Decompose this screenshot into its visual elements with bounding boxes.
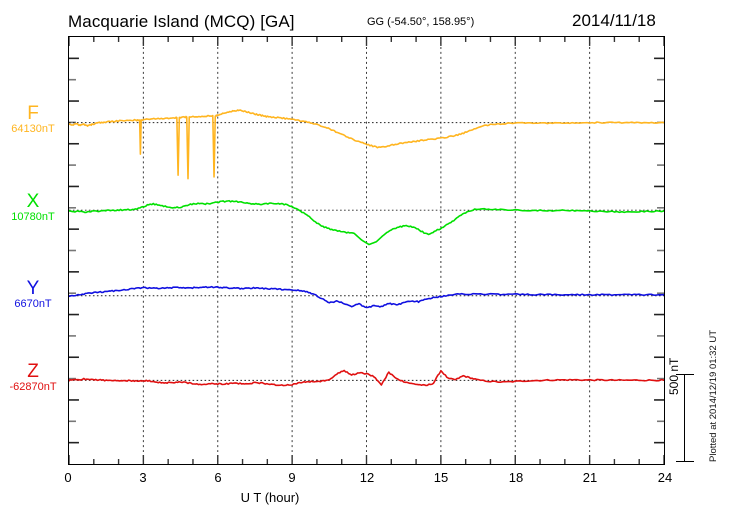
- component-label-f: F 64130nT: [2, 104, 64, 136]
- x-tick-0: 0: [64, 470, 72, 485]
- page-title: Macquarie Island (MCQ) [GA]: [68, 12, 295, 31]
- component-baseline-x: 10780nT: [11, 211, 55, 223]
- component-baseline-z: -62870nT: [9, 381, 57, 393]
- x-axis-title: U T (hour): [0, 490, 730, 505]
- trace-y: [69, 285, 664, 309]
- trace-z: [69, 369, 664, 387]
- x-tick-3: 3: [139, 470, 147, 485]
- trace-x: [69, 199, 664, 246]
- x-tick-12: 12: [359, 470, 375, 485]
- scale-bar: [676, 374, 694, 462]
- component-symbol-z: Z: [27, 361, 39, 382]
- scale-bar-line: [684, 374, 686, 462]
- trace-f: [69, 109, 664, 180]
- scale-bar-cap-top: [676, 374, 694, 376]
- geographic-coordinates: GG (-54.50°, 158.95°): [367, 16, 475, 28]
- x-tick-6: 6: [214, 470, 222, 485]
- x-tick-9: 9: [288, 470, 296, 485]
- component-label-z: Z -62870nT: [2, 362, 64, 394]
- plotted-at-timestamp: Plotted at 2014/12/19 01:32 UT: [708, 329, 719, 462]
- x-axis-title-text: U T (hour): [240, 490, 300, 505]
- component-baseline-f: 64130nT: [11, 123, 55, 135]
- x-tick-24: 24: [657, 470, 673, 485]
- x-tick-21: 21: [582, 470, 598, 485]
- component-baseline-y: 6670nT: [14, 298, 52, 310]
- x-tick-15: 15: [433, 470, 449, 485]
- component-label-y: Y 6670nT: [2, 279, 64, 311]
- plot-frame: [68, 36, 665, 465]
- magnetogram-plot: [69, 37, 664, 464]
- component-symbol-y: Y: [26, 278, 40, 299]
- component-symbol-x: X: [26, 191, 40, 212]
- component-label-x: X 10780nT: [2, 192, 64, 224]
- scale-bar-cap-bottom: [676, 460, 694, 462]
- observation-date: 2014/11/18: [572, 11, 656, 30]
- x-tick-18: 18: [508, 470, 524, 485]
- scale-bar-label: 500 nT: [667, 357, 681, 395]
- component-symbol-f: F: [27, 103, 39, 124]
